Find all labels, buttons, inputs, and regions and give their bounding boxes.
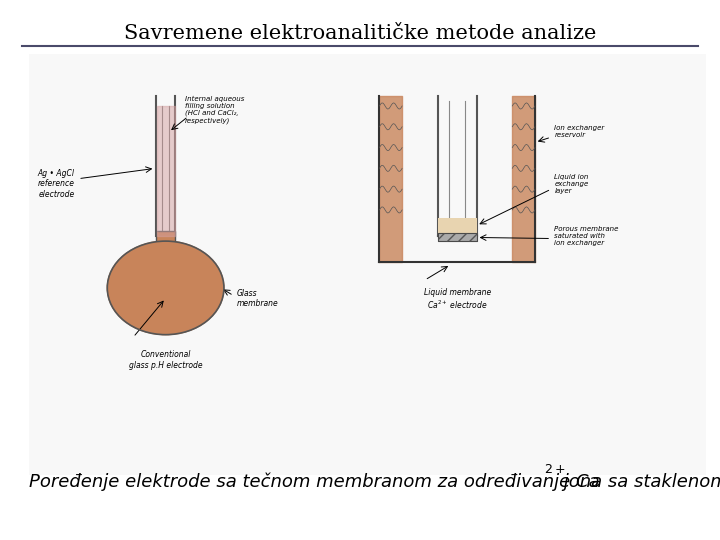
Bar [438, 233, 477, 241]
Text: jona sa staklenom elektrodom: jona sa staklenom elektrodom [558, 474, 720, 491]
Text: Savremene elektroanalitičke metode analize: Savremene elektroanalitičke metode anali… [124, 24, 596, 43]
Text: Glass
membrane: Glass membrane [237, 288, 279, 308]
Bar [438, 218, 477, 233]
Bar [29, 54, 706, 475]
Text: Poređenje elektrode sa tečnom membranom za određivanje Ca: Poređenje elektrode sa tečnom membranom … [29, 473, 600, 491]
Text: Liquid ion
exchange
layer: Liquid ion exchange layer [554, 174, 589, 194]
Circle shape [107, 241, 224, 335]
Text: Ag • AgCl
reference
electrode: Ag • AgCl reference electrode [38, 169, 75, 199]
FancyBboxPatch shape [156, 231, 176, 246]
Text: Liquid membrane
Ca$^{2+}$ electrode: Liquid membrane Ca$^{2+}$ electrode [423, 288, 491, 312]
Text: $^{2+}$: $^{2+}$ [544, 465, 565, 483]
Text: Ion exchanger
reservoir: Ion exchanger reservoir [554, 125, 605, 138]
Text: Conventional
glass p.H electrode: Conventional glass p.H electrode [129, 350, 202, 370]
Bar [438, 233, 477, 241]
Text: Internal aqueous
filling solution
(HCl and CaCl₂,
respectively): Internal aqueous filling solution (HCl a… [185, 96, 244, 124]
Text: Porous membrane
saturated with
ion exchanger: Porous membrane saturated with ion excha… [554, 226, 618, 246]
